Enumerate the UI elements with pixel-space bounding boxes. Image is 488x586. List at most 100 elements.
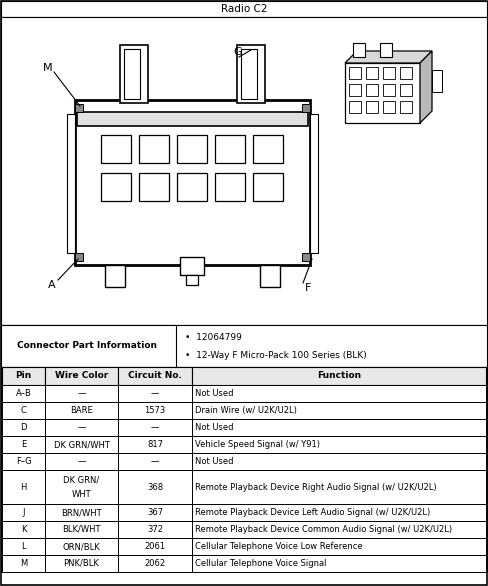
Text: BARE: BARE	[70, 406, 93, 415]
Bar	[1, 555, 487, 572]
Bar	[1, 538, 487, 555]
Text: BLK/WHT: BLK/WHT	[62, 525, 101, 534]
Text: —: —	[151, 423, 159, 432]
Bar	[1, 325, 487, 367]
Bar	[192, 402, 486, 419]
Bar	[1, 367, 487, 385]
Text: J: J	[22, 508, 25, 517]
Bar	[2, 402, 45, 419]
Text: K: K	[21, 525, 26, 534]
Bar	[45, 436, 118, 453]
Text: —: —	[77, 423, 86, 432]
Bar	[192, 504, 486, 521]
Bar	[1, 453, 487, 470]
Text: 367: 367	[147, 508, 163, 517]
Bar	[2, 453, 45, 470]
Text: 1573: 1573	[144, 406, 165, 415]
Bar	[253, 173, 283, 201]
Bar	[186, 275, 198, 285]
Bar	[75, 253, 83, 261]
Text: L: L	[21, 542, 26, 551]
Text: •  12-Way F Micro-Pack 100 Series (BLK): • 12-Way F Micro-Pack 100 Series (BLK)	[185, 350, 367, 359]
Text: —: —	[151, 457, 159, 466]
Text: DK GRN/: DK GRN/	[63, 475, 100, 484]
Bar	[192, 470, 486, 504]
Bar	[1, 521, 487, 538]
Bar	[192, 453, 486, 470]
Text: Connector Part Information: Connector Part Information	[17, 342, 157, 350]
Bar	[77, 112, 308, 126]
Text: M: M	[43, 63, 53, 73]
Bar	[2, 555, 45, 572]
Text: Remote Playback Device Common Audio Signal (w/ U2K/U2L): Remote Playback Device Common Audio Sign…	[195, 525, 452, 534]
Bar	[105, 265, 125, 287]
Bar	[366, 101, 378, 113]
Bar	[118, 385, 192, 402]
Bar	[180, 257, 204, 275]
Bar	[118, 538, 192, 555]
Bar	[400, 67, 412, 79]
Text: 368: 368	[147, 482, 163, 492]
Bar	[118, 555, 192, 572]
Text: A: A	[48, 280, 56, 290]
Bar	[120, 45, 148, 103]
Bar	[260, 265, 280, 287]
Text: Function: Function	[317, 372, 361, 380]
Bar	[241, 49, 257, 99]
Text: Remote Playback Device Left Audio Signal (w/ U2K/U2L): Remote Playback Device Left Audio Signal…	[195, 508, 430, 517]
Text: Not Used: Not Used	[195, 423, 233, 432]
Text: Cellular Telephone Voice Low Reference: Cellular Telephone Voice Low Reference	[195, 542, 363, 551]
Bar	[75, 104, 83, 112]
Bar	[192, 521, 486, 538]
Bar	[345, 63, 420, 123]
Text: F–G: F–G	[16, 457, 31, 466]
Bar	[253, 135, 283, 163]
Text: Remote Playback Device Right Audio Signal (w/ U2K/U2L): Remote Playback Device Right Audio Signa…	[195, 482, 437, 492]
Bar	[118, 419, 192, 436]
Bar	[215, 135, 245, 163]
Text: M: M	[20, 559, 27, 568]
Bar	[118, 367, 192, 385]
Bar	[2, 436, 45, 453]
Bar	[302, 104, 310, 112]
Bar	[67, 114, 75, 253]
Bar	[349, 101, 361, 113]
Bar	[1, 504, 487, 521]
Text: •  12064799: • 12064799	[185, 332, 242, 342]
Bar	[366, 67, 378, 79]
Bar	[45, 453, 118, 470]
Bar	[101, 135, 131, 163]
Text: ORN/BLK: ORN/BLK	[62, 542, 101, 551]
Bar	[192, 385, 486, 402]
Bar	[400, 101, 412, 113]
Bar	[45, 555, 118, 572]
Bar	[353, 43, 365, 57]
Bar	[118, 504, 192, 521]
Text: H: H	[20, 482, 27, 492]
Text: G: G	[234, 47, 243, 57]
Bar	[118, 453, 192, 470]
Polygon shape	[420, 51, 432, 123]
Bar	[45, 504, 118, 521]
Bar	[177, 173, 207, 201]
Bar	[432, 70, 442, 92]
Text: Cellular Telephone Voice Signal: Cellular Telephone Voice Signal	[195, 559, 326, 568]
Bar	[45, 367, 118, 385]
Bar	[1, 419, 487, 436]
Bar	[192, 436, 486, 453]
Bar	[2, 538, 45, 555]
Bar	[380, 43, 392, 57]
Bar	[101, 173, 131, 201]
Text: D: D	[20, 423, 27, 432]
Text: A–B: A–B	[16, 389, 31, 398]
Bar	[383, 101, 395, 113]
Text: E: E	[21, 440, 26, 449]
Text: Wire Color: Wire Color	[55, 372, 108, 380]
Text: WHT: WHT	[72, 490, 91, 499]
Text: BRN/WHT: BRN/WHT	[61, 508, 102, 517]
Bar	[192, 367, 486, 385]
Text: C: C	[20, 406, 26, 415]
Bar	[302, 253, 310, 261]
Bar	[192, 555, 486, 572]
Bar	[45, 402, 118, 419]
